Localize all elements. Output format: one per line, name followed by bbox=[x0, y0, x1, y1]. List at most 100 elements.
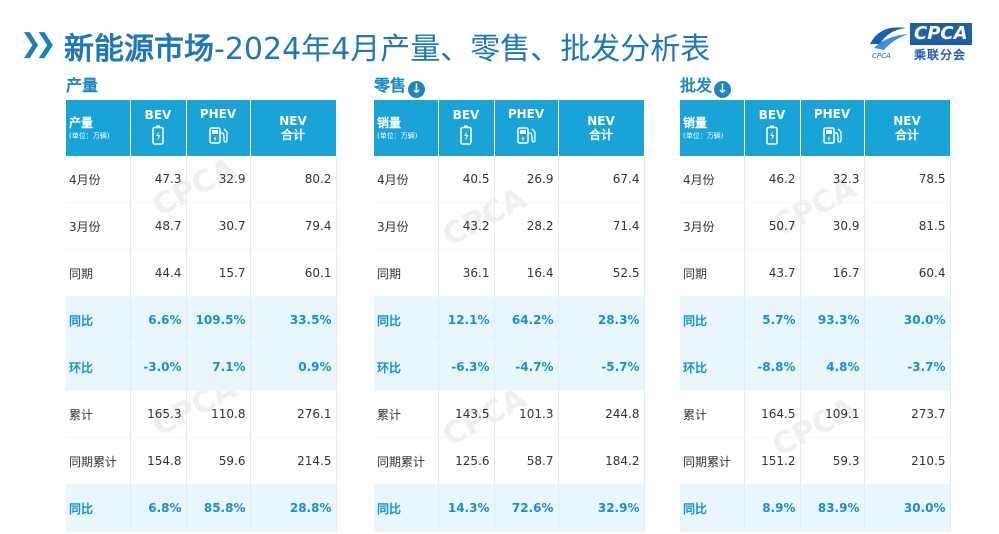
cell-bev: -3.0% bbox=[130, 343, 187, 391]
row-label: 同比 bbox=[680, 296, 745, 344]
row-label: 同期 bbox=[66, 249, 131, 297]
data-table: 销量 (单位：万辆) BEV PHEV NEV 合计 4月份 40.5 26.9 67.4 3月份 4… bbox=[374, 100, 645, 532]
cell-bev: 6.8% bbox=[130, 484, 187, 532]
battery-icon bbox=[131, 125, 186, 149]
row-label: 同比 bbox=[66, 484, 131, 532]
cell-nev: 79.4 bbox=[250, 202, 337, 250]
table-row: 同比 14.3% 72.6% 32.9% bbox=[374, 484, 645, 532]
cell-bev: 43.2 bbox=[438, 202, 495, 250]
cell-bev: 125.6 bbox=[438, 437, 495, 485]
cell-nev: 67.4 bbox=[558, 156, 645, 203]
cell-phev: 16.4 bbox=[494, 249, 559, 297]
cell-nev: 214.5 bbox=[250, 437, 337, 485]
download-icon[interactable]: ↓ bbox=[408, 81, 426, 98]
row-label: 累计 bbox=[66, 390, 131, 438]
cell-phev: 59.3 bbox=[800, 437, 865, 485]
table-row: 同期 43.7 16.7 60.4 bbox=[680, 249, 951, 297]
cell-nev: 0.9% bbox=[250, 343, 337, 391]
row-label: 同比 bbox=[66, 296, 131, 344]
table-row: 4月份 46.2 32.3 78.5 bbox=[680, 156, 951, 203]
row-label: 环比 bbox=[66, 343, 131, 391]
cell-bev: 8.9% bbox=[744, 484, 801, 532]
row-label: 同期 bbox=[374, 249, 439, 297]
table-row: 3月份 50.7 30.9 81.5 bbox=[680, 202, 951, 250]
logo-swirl-icon bbox=[870, 27, 908, 50]
row-label: 累计 bbox=[374, 390, 439, 438]
bev-header: BEV bbox=[758, 107, 786, 122]
cell-bev: 5.7% bbox=[744, 296, 801, 344]
data-table: 销量 (单位：万辆) BEV PHEV NEV 合计 4月份 46.2 32.3 78.5 3月份 5… bbox=[680, 100, 951, 532]
bev-header: BEV bbox=[452, 107, 480, 122]
table-row: 同期累计 125.6 58.7 184.2 bbox=[374, 437, 645, 485]
nev-header-sub: 合计 bbox=[894, 128, 919, 142]
row-label: 4月份 bbox=[374, 156, 439, 203]
cell-nev: 244.8 bbox=[558, 390, 645, 438]
cell-nev: 184.2 bbox=[558, 437, 645, 485]
cell-bev: -6.3% bbox=[438, 343, 495, 391]
cell-nev: -3.7% bbox=[864, 343, 951, 391]
cell-nev: 33.5% bbox=[250, 296, 337, 344]
table-row: 累计 164.5 109.1 273.7 bbox=[680, 390, 951, 438]
header-cell-label: 产量 (单位：万辆) bbox=[66, 100, 131, 156]
cell-nev: 30.0% bbox=[864, 296, 951, 344]
cell-phev: 30.9 bbox=[800, 202, 865, 250]
page-title: 新能源市场-2024年4月产量、零售、批发分析表 bbox=[64, 24, 710, 68]
cell-nev: 273.7 bbox=[864, 390, 951, 438]
cell-bev: 6.6% bbox=[130, 296, 187, 344]
cell-nev: 71.4 bbox=[558, 202, 645, 250]
table-header-row: 产量 (单位：万辆) BEV PHEV NEV 合计 bbox=[66, 100, 337, 156]
header-cell-nev: NEV 合计 bbox=[558, 100, 645, 156]
header-cell-nev: NEV 合计 bbox=[250, 100, 337, 156]
panel-title: 零售 ↓ bbox=[374, 72, 674, 100]
cell-phev: 64.2% bbox=[494, 296, 559, 344]
cell-bev: 50.7 bbox=[744, 202, 801, 250]
nev-header: NEV bbox=[587, 114, 615, 128]
table-row: 同比 8.9% 83.9% 30.0% bbox=[680, 484, 951, 532]
download-icon[interactable]: ↓ bbox=[714, 81, 732, 98]
panel-title: 批发 ↓ bbox=[680, 72, 980, 100]
cell-phev: 15.7 bbox=[186, 249, 251, 297]
header: ❯❯ 新能源市场-2024年4月产量、零售、批发分析表 CPCA 乘联分会 CP… bbox=[0, 0, 999, 72]
logo-text-en: CPCA bbox=[910, 23, 972, 45]
cell-nev: -5.7% bbox=[558, 343, 645, 391]
table-row: 同比 12.1% 64.2% 28.3% bbox=[374, 296, 645, 344]
cell-bev: 154.8 bbox=[130, 437, 187, 485]
title-bold: 新能源市场 bbox=[64, 32, 214, 67]
panel-2: 批发 ↓ 销量 (单位：万辆) BEV PHEV NEV 合计 4月份 46.2 32.3 78.5 3… bbox=[680, 72, 980, 532]
logo-text-small: CPCA bbox=[872, 52, 891, 60]
logo-text-cn: 乘联分会 bbox=[914, 48, 967, 62]
table-row: 环比 -3.0% 7.1% 0.9% bbox=[66, 343, 337, 391]
row-label: 环比 bbox=[680, 343, 745, 391]
header-cell-label: 销量 (单位：万辆) bbox=[374, 100, 439, 156]
cell-nev: 60.1 bbox=[250, 249, 337, 297]
table-row: 同比 6.8% 85.8% 28.8% bbox=[66, 484, 337, 532]
col-label: 销量 bbox=[683, 115, 708, 130]
cell-nev: 30.0% bbox=[864, 484, 951, 532]
cell-bev: 47.3 bbox=[130, 156, 187, 203]
table-row: 3月份 48.7 30.7 79.4 bbox=[66, 202, 337, 250]
cell-phev: 83.9% bbox=[800, 484, 865, 532]
cell-nev: 78.5 bbox=[864, 156, 951, 203]
table-row: 同比 5.7% 93.3% 30.0% bbox=[680, 296, 951, 344]
header-cell-phev: PHEV bbox=[494, 100, 559, 156]
cell-bev: 143.5 bbox=[438, 390, 495, 438]
cell-phev: 110.8 bbox=[186, 390, 251, 438]
cell-phev: 72.6% bbox=[494, 484, 559, 532]
cell-nev: 32.9% bbox=[558, 484, 645, 532]
row-label: 同期 bbox=[680, 249, 745, 297]
battery-icon bbox=[439, 125, 494, 149]
col-label: 销量 bbox=[377, 115, 402, 130]
unit-note: (单位：万辆) bbox=[683, 131, 724, 140]
row-label: 4月份 bbox=[680, 156, 745, 203]
bev-header: BEV bbox=[144, 107, 172, 122]
cell-phev: 28.2 bbox=[494, 202, 559, 250]
table-row: 同期累计 151.2 59.3 210.5 bbox=[680, 437, 951, 485]
cell-bev: 164.5 bbox=[744, 390, 801, 438]
row-label: 同比 bbox=[680, 484, 745, 532]
nev-header-sub: 合计 bbox=[588, 128, 613, 142]
table-row: 环比 -8.8% 4.8% -3.7% bbox=[680, 343, 951, 391]
phev-header: PHEV bbox=[199, 106, 237, 121]
row-label: 同期累计 bbox=[374, 437, 439, 485]
header-cell-nev: NEV 合计 bbox=[864, 100, 951, 156]
table-header-row: 销量 (单位：万辆) BEV PHEV NEV 合计 bbox=[374, 100, 645, 156]
